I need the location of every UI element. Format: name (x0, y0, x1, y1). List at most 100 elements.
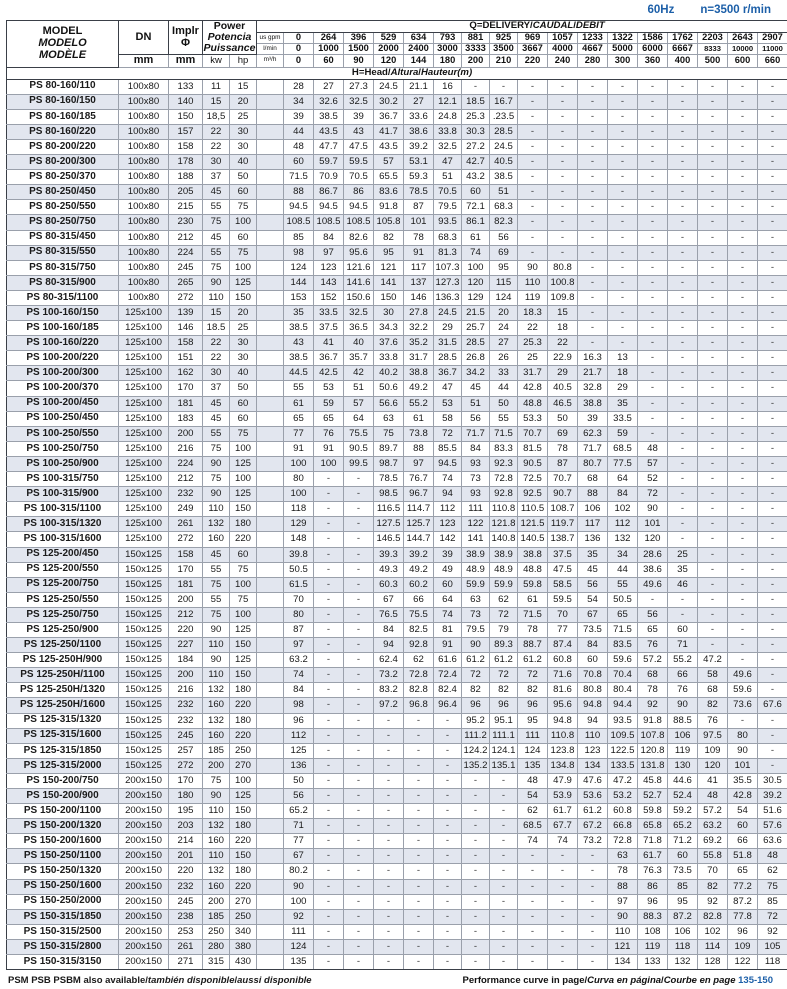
power-hp: 50 (228, 380, 258, 397)
table-row[interactable]: PS 125-315/2000 150x125 272 200 270 136- - - - -1… (6, 757, 787, 774)
head-value: 62.3 (577, 425, 609, 442)
table-row[interactable]: PS 100-200/300 125x100 162 30 40 44.5 42.5 42 40… (6, 365, 787, 382)
table-row[interactable]: PS 100-160/150 125x100 139 15 20 35 33.5 32.5 30… (6, 304, 787, 322)
head-value: 117 (577, 516, 609, 533)
head-value: 88 (403, 440, 435, 457)
head-value: - (313, 682, 345, 699)
flow-lmin-7: 3500 (489, 43, 519, 56)
table-row[interactable]: PS 80-160/110 100x80 133 11 15 28 27 27.3 24.5 21… (6, 78, 787, 95)
table-row[interactable]: PS 150-200/1100 200x150 195 110 150 65.2- - - - -… (6, 803, 787, 820)
table-row[interactable]: PS 80-315/1100 100x80 272 110 150 153 152 150.6… (6, 289, 787, 307)
head-value: 91 (313, 440, 345, 457)
table-row[interactable]: PS 80-315/550 100x80 224 55 75 98 97 95.6 95 91 81… (6, 244, 787, 261)
table-row[interactable]: PS 150-315/3150 200x150 271 315 430 135- - - - - -… (6, 954, 787, 971)
impeller-diameter: 178 (168, 154, 203, 171)
table-row[interactable]: PS 80-315/750 100x80 245 75 100 124 123 121.6 12… (6, 259, 787, 276)
head-value: 90.7 (547, 486, 579, 503)
head-value: - (577, 893, 609, 910)
head-value: 30.2 (373, 93, 405, 110)
table-row[interactable]: PS 125-250/550 150x125 200 55 75 70- -67 66 64 63… (6, 591, 787, 608)
unit-spacer (256, 320, 285, 337)
table-row[interactable]: PS 80-315/900 100x80 265 90 125 144 143 141.6 14… (6, 274, 787, 291)
head-value: - (343, 531, 375, 548)
table-row[interactable]: PS 80-160/185 100x80 150 18,5 25 39 38.5 39 36.7… (6, 108, 787, 125)
table-row[interactable]: PS 125-200/750 150x125 181 75 100 61.5- -60.3 6… (6, 576, 787, 593)
table-row[interactable]: PS 150-315/2800 200x150 261 280 380 124- - - - - -… (6, 938, 787, 956)
table-row[interactable]: PS 125-200/550 150x125 170 55 75 50.5- -49.3 49… (6, 561, 787, 578)
head-value: - (757, 199, 787, 216)
head-value: 39 (283, 108, 315, 125)
head-value: - (343, 818, 375, 835)
head-value: - (637, 274, 669, 291)
table-row[interactable]: PS 150-250/1100 200x150 201 110 150 67- - - - - - -… (6, 848, 787, 865)
head-value: 123.8 (547, 742, 579, 759)
table-row[interactable]: PS 100-200/370 125x100 170 37 50 55 53 51 50.6 49… (6, 380, 787, 397)
dn: 100x80 (118, 169, 169, 186)
table-row[interactable]: PS 100-315/1100 125x100 249 110 150 118- -116.… (6, 501, 787, 518)
header-impeller-unit: mm (168, 54, 203, 68)
table-row[interactable]: PS 80-315/450 100x80 212 45 60 85 84 82.6 82 78 68… (6, 229, 787, 246)
table-row[interactable]: PS 150-250/1600 200x150 232 160 220 90- - - - - - -… (6, 878, 787, 895)
head-value: 86 (343, 184, 375, 201)
head-value: 68.5 (607, 440, 639, 457)
table-row[interactable]: PS 125-315/1600 150x125 245 160 220 112- - - - -1… (6, 727, 787, 744)
head-value: - (637, 289, 669, 307)
table-row[interactable]: PS 80-250/550 100x80 215 55 75 94.5 94.5 94.5 91… (6, 199, 787, 216)
table-row[interactable]: PS 100-315/1600 125x100 272 160 220 148- -146.… (6, 531, 787, 548)
head-value: - (697, 486, 729, 503)
head-value: - (517, 199, 549, 216)
table-row[interactable]: PS 100-200/450 125x100 181 45 60 61 59 57 56.6 55… (6, 395, 787, 412)
table-row[interactable]: PS 125-250H/1600 150x125 232 160 220 98- -97.2… (6, 697, 787, 714)
head-value: 123 (433, 516, 463, 533)
head-value: - (757, 138, 787, 156)
table-row[interactable]: PS 150-315/2500 200x150 253 250 340 111- - - - - -… (6, 923, 787, 940)
table-row[interactable]: PS 150-250/2000 200x150 245 200 270 100- - - - - -… (6, 893, 787, 910)
table-row[interactable]: PS 125-250/750 150x125 212 75 100 80- -76.5 75.… (6, 606, 787, 623)
head-value: - (697, 304, 729, 322)
head-value: 55 (607, 576, 639, 593)
table-row[interactable]: PS 125-250/1100 150x125 227 110 150 97- -94 92.… (6, 637, 787, 654)
table-row[interactable]: PS 100-250/450 125x100 183 45 60 65 65 64 63 61 58… (6, 410, 787, 427)
table-row[interactable]: PS 80-250/450 100x80 205 45 60 88 86.7 86 83.6 78… (6, 184, 787, 201)
head-value: 140.5 (517, 531, 549, 548)
table-row[interactable]: PS 80-250/750 100x80 230 75 100 108.5 108.5 108… (6, 214, 787, 231)
table-row[interactable]: PS 125-250H/900 150x125 184 90 125 63.2- -62.4… (6, 652, 787, 669)
table-row[interactable]: PS 125-250H/1320 150x125 216 132 180 84- -83.2… (6, 682, 787, 699)
head-value: - (547, 169, 579, 186)
table-row[interactable]: PS 150-200/900 200x150 180 90 125 56- - - - - - -54… (6, 787, 787, 805)
head-value: 73.8 (403, 425, 435, 442)
table-row[interactable]: PS 150-200/750 200x150 170 75 100 50- - - - - - -48… (6, 772, 787, 790)
power-kw: 75 (202, 259, 230, 276)
table-row[interactable]: PS 125-315/1850 150x125 257 185 250 125- - - - -1… (6, 742, 787, 759)
table-row[interactable]: PS 150-200/1600 200x150 214 160 220 77- - - - - - -… (6, 833, 787, 850)
impeller-diameter: 224 (168, 244, 203, 261)
table-row[interactable]: PS 150-315/1850 200x150 238 185 250 92- - - - - - -… (6, 908, 787, 925)
table-row[interactable]: PS 100-315/1320 125x100 261 132 180 129- -127.… (6, 516, 787, 533)
table-row[interactable]: PS 80-160/150 100x80 140 15 20 34 32.6 32.5 30.2… (6, 93, 787, 110)
table-row[interactable]: PS 100-160/220 125x100 158 22 30 43 41 40 37.6 35… (6, 335, 787, 352)
table-row[interactable]: PS 100-160/185 125x100 146 18.5 25 38.5 37.5 36… (6, 320, 787, 337)
table-row[interactable]: PS 150-250/1320 200x150 220 132 180 80.2- - - - -… (6, 863, 787, 880)
table-row[interactable]: PS 150-200/1320 200x150 203 132 180 71- - - - - - -… (6, 818, 787, 835)
table-row[interactable]: PS 100-250/750 125x100 216 75 100 91 91 90.5 89.… (6, 440, 787, 457)
table-row[interactable]: PS 80-200/300 100x80 178 30 40 60 59.7 59.5 57 53… (6, 154, 787, 171)
table-row[interactable]: PS 125-200/450 150x125 158 45 60 39.8- -39.3 39… (6, 546, 787, 563)
table-row[interactable]: PS 100-200/220 125x100 151 22 30 38.5 36.7 35.7… (6, 350, 787, 367)
head-value: 109 (697, 742, 729, 759)
table-row[interactable]: PS 125-315/1320 150x125 232 132 180 96- - - - -95… (6, 712, 787, 729)
table-row[interactable]: PS 80-160/220 100x80 157 22 30 44 43.5 43 41.7 38… (6, 123, 787, 140)
head-value: - (697, 138, 729, 156)
table-row[interactable]: PS 100-250/550 125x100 200 55 75 77 76 75.5 75 73… (6, 425, 787, 442)
table-row[interactable]: PS 100-250/900 125x100 224 90 125 100 100 99.5 9… (6, 455, 787, 473)
model: PS 80-200/220 (6, 138, 119, 156)
head-value: 90.5 (517, 455, 549, 473)
table-row[interactable]: PS 80-250/370 100x80 188 37 50 71.5 70.9 70.5 65… (6, 169, 787, 186)
table-row[interactable]: PS 100-315/750 125x100 212 75 100 80- -78.5 76.… (6, 471, 787, 488)
table-row[interactable]: PS 80-200/220 100x80 158 22 30 48 47.7 47.5 43.5… (6, 138, 787, 156)
flow-m3h-7: 210 (489, 54, 519, 68)
table-row[interactable]: PS 125-250/900 150x125 220 90 125 87- -84 82.5 8… (6, 621, 787, 639)
model: PS 100-160/185 (6, 320, 119, 337)
table-row[interactable]: PS 125-250H/1100 150x125 200 110 150 74- -73.2… (6, 667, 787, 684)
table-row[interactable]: PS 100-315/900 125x100 232 90 125 100- -98.5 96… (6, 486, 787, 503)
flow-m3h-10: 280 (577, 54, 609, 68)
